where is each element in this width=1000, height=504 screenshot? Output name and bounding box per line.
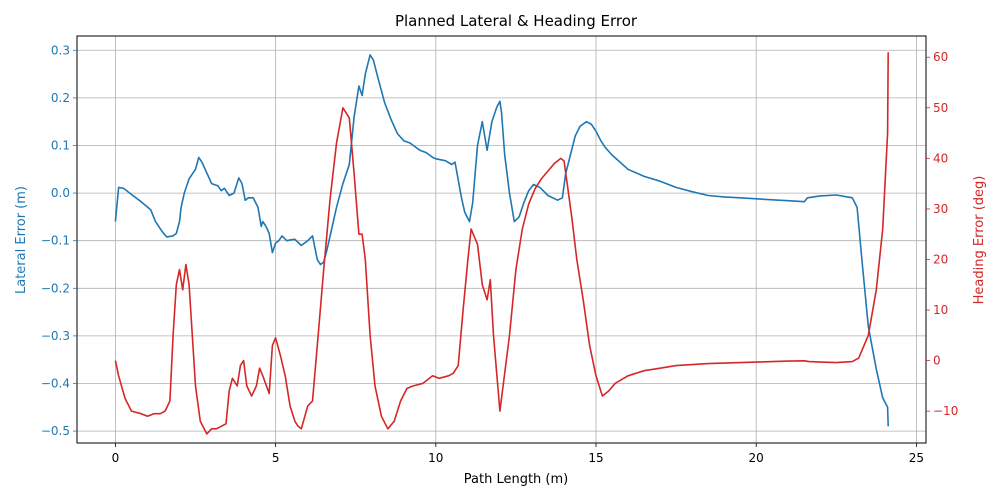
left-axis-label: Lateral Error (m) [14,186,29,294]
right-tick-label: 30 [933,202,948,216]
right-tick-label: 10 [933,303,948,317]
right-tick-label: 20 [933,252,948,266]
left-tick-label: 0.0 [51,186,70,200]
axis-layer: 0 5 10 15 20 25 −0.5 −0.4 −0.3 −0.2 −0.1 0.0 0.1 0.2 0… [41,43,958,465]
left-tick-label: −0.3 [41,329,70,343]
right-tick-label: 60 [933,50,948,64]
x-tick-label: 15 [588,451,603,465]
right-tick-label: 0 [933,354,941,368]
left-tick-label: −0.5 [41,424,70,438]
x-tick-label: 25 [909,451,924,465]
right-tick-label: 40 [933,151,948,165]
left-tick-label: 0.3 [51,43,70,57]
left-tick-label: −0.2 [41,281,70,295]
left-tick-label: 0.2 [51,91,70,105]
left-tick-label: −0.4 [41,376,70,390]
lateral-error-line [114,54,889,427]
x-tick-label: 10 [428,451,443,465]
heading-error-line [114,52,889,435]
x-tick-label: 20 [749,451,764,465]
x-tick-label: 5 [272,451,280,465]
x-tick-label: 0 [112,451,120,465]
right-axis-label: Heading Error (deg) [972,176,987,305]
x-axis-label: Path Length (m) [464,472,568,487]
series-layer [114,52,889,435]
right-tick-label: 50 [933,101,948,115]
plot-frame [76,35,927,444]
right-tick-label: −10 [933,404,958,418]
grid-layer [77,36,926,443]
left-tick-label: −0.1 [41,234,70,248]
left-tick-label: 0.1 [51,138,70,152]
chart-title: Planned Lateral & Heading Error [395,12,638,30]
